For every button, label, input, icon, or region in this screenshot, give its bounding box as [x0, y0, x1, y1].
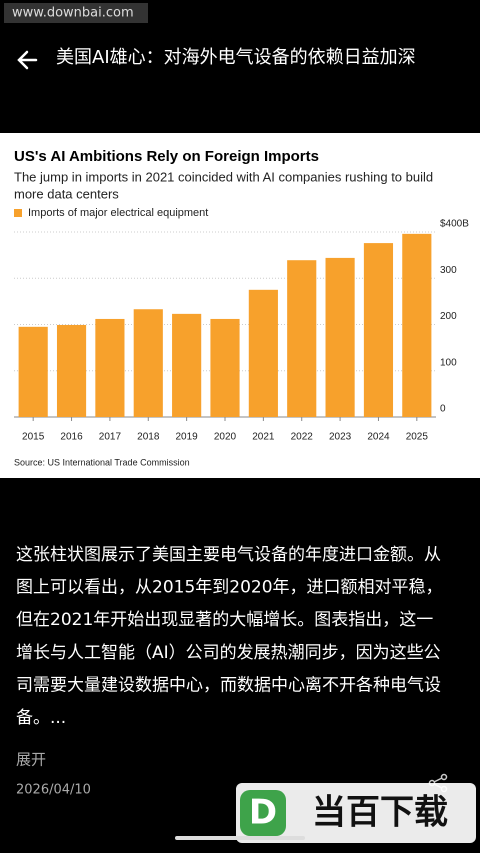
bar [287, 260, 317, 417]
expand-link[interactable]: 展开 [16, 751, 46, 769]
svg-text:D: D [249, 793, 277, 833]
post-text-line: 增长与人工智能（AI）公司的发展热潮同步，因为这些公 [16, 643, 441, 663]
legend-label: Imports of major electrical equipment [28, 207, 208, 219]
chart-panel [0, 133, 480, 478]
bar [325, 257, 355, 417]
x-tick-label: 2019 [176, 432, 199, 443]
x-tick-label: 2025 [406, 432, 429, 443]
y-tick-label: $400B [440, 219, 469, 230]
x-tick-label: 2017 [99, 432, 122, 443]
x-tick-label: 2018 [137, 432, 160, 443]
post-date: 2026/04/10 [16, 783, 91, 798]
bar [95, 318, 125, 417]
watermark-bg [4, 3, 148, 23]
y-tick-label: 0 [440, 404, 446, 415]
bar [248, 289, 278, 417]
bar [172, 313, 202, 417]
bar [133, 309, 163, 417]
x-tick-label: 2021 [252, 432, 275, 443]
post-text-line: 但在2021年开始出现显著的大幅增长。图表指出，这一 [16, 610, 433, 630]
bar [56, 324, 87, 417]
chart-subtitle: more data centers [14, 186, 119, 201]
y-tick-label: 200 [440, 311, 457, 322]
x-tick-label: 2023 [329, 432, 352, 443]
bar [210, 318, 240, 417]
y-tick-label: 300 [440, 265, 457, 276]
x-tick-label: 2015 [22, 432, 45, 443]
logo-text: 当百下载 [312, 793, 448, 833]
post-text-line: 备。... [16, 708, 66, 728]
post-text-line: 这张柱状图展示了美国主要电气设备的年度进口金额。从 [16, 545, 441, 565]
x-tick-label: 2020 [214, 432, 237, 443]
watermark: www.downbai.com [12, 6, 134, 21]
chart-subtitle: The jump in imports in 2021 coincided wi… [14, 169, 433, 184]
post-text-line: 图上可以看出，从2015年到2020年，进口额相对平稳， [16, 578, 443, 598]
x-tick-label: 2016 [60, 432, 83, 443]
legend-swatch [14, 209, 22, 217]
y-tick-label: 100 [440, 357, 457, 368]
logo: D [236, 783, 476, 843]
chart-source: Source: US International Trade Commissio… [14, 457, 190, 467]
home-indicator [175, 836, 305, 840]
chart-title: US's AI Ambitions Rely on Foreign Import… [14, 148, 319, 165]
bar [363, 243, 394, 417]
post-text-line: 司需要大量建设数据中心，而数据中心离不开各种电气设 [16, 675, 441, 695]
bar [402, 233, 432, 417]
bar [18, 326, 48, 417]
header-title: 美国AI雄心：对海外电气设备的依赖日益加深 [56, 47, 416, 68]
x-tick-label: 2024 [367, 432, 390, 443]
back-button[interactable] [17, 50, 38, 70]
x-tick-label: 2022 [291, 432, 314, 443]
